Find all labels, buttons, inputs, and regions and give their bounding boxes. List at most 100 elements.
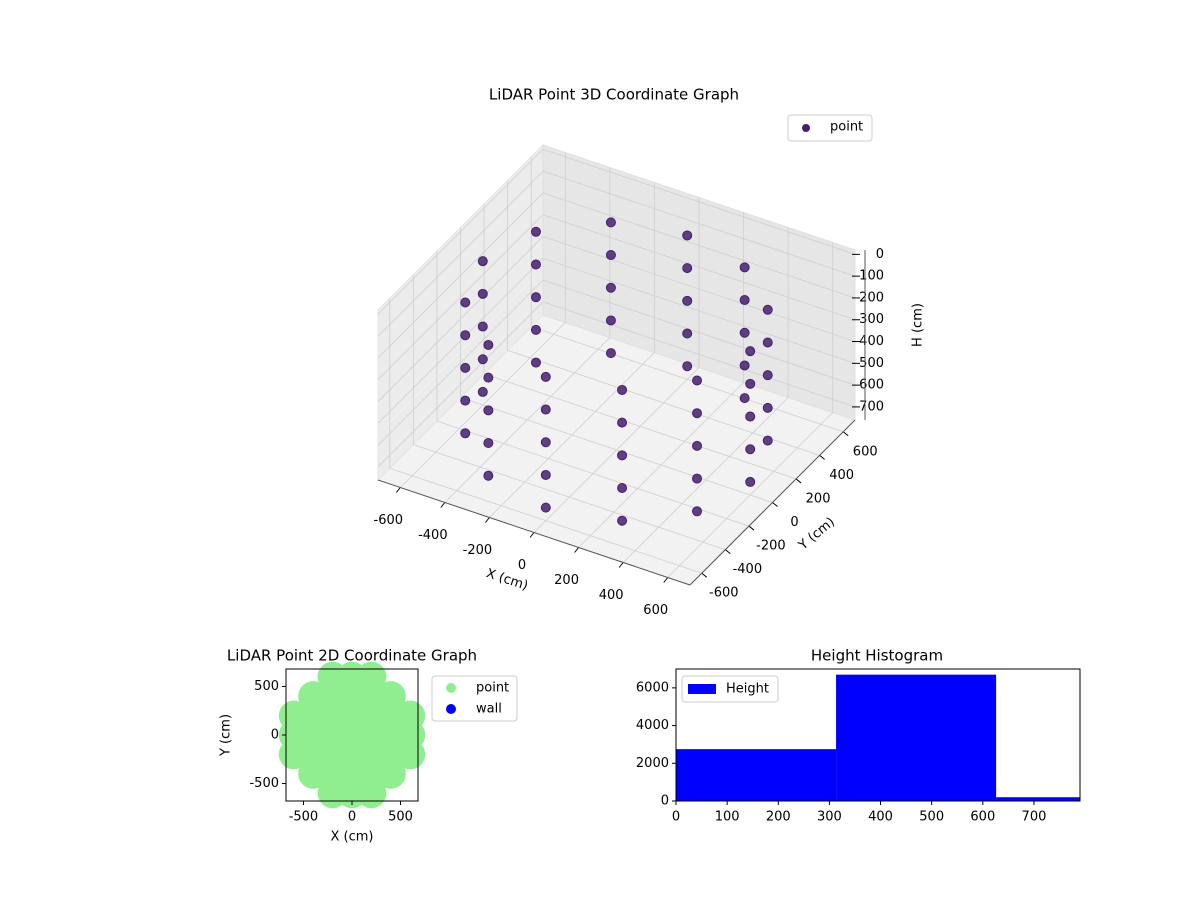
point [605, 250, 616, 261]
point [375, 681, 406, 712]
x-tick [663, 577, 669, 583]
point [745, 411, 756, 422]
point [605, 282, 616, 293]
x-tick [440, 502, 446, 508]
grid-line [531, 326, 844, 433]
point [477, 321, 488, 332]
x-tick-label: -600 [374, 513, 404, 528]
legend-box [431, 675, 518, 722]
y-tick [842, 431, 849, 437]
y-tick [819, 454, 825, 460]
x-tick [529, 532, 535, 538]
x-tick-label: -400 [418, 528, 448, 543]
point [692, 375, 703, 386]
legend-box [787, 114, 873, 142]
point [762, 304, 773, 315]
grid-line [460, 397, 773, 503]
point [540, 371, 551, 382]
bar [676, 749, 837, 801]
point [460, 428, 471, 439]
point [762, 370, 773, 381]
y-tick-label: 6000 [636, 680, 669, 695]
x-tick [485, 517, 490, 523]
z-axis-label: H (cm) [911, 303, 926, 347]
bar [996, 797, 1080, 801]
y-tick-label: -500 [249, 776, 279, 791]
point [745, 346, 756, 357]
grid-line [542, 148, 856, 255]
x-tick-label: 0 [348, 810, 356, 825]
x-tick-label: 700 [1022, 810, 1047, 825]
x-tick-label: 600 [643, 603, 668, 618]
z-tick-label: 0 [876, 247, 884, 262]
grid-line [377, 192, 544, 359]
x-tick-label: 0 [518, 558, 526, 573]
point [530, 226, 541, 237]
z-tick-label: 300 [859, 312, 884, 327]
point [530, 259, 541, 270]
x-tick-label: 400 [868, 810, 893, 825]
y-tick-label: -600 [709, 586, 739, 601]
point [682, 328, 693, 339]
y-tick-label: 200 [806, 491, 831, 506]
point [617, 417, 628, 428]
y-tick-label: 0 [271, 728, 279, 743]
z-tick-label: 400 [859, 334, 884, 349]
point [682, 295, 693, 306]
point [477, 354, 488, 365]
point [692, 440, 703, 451]
x-tick-label: 200 [766, 810, 791, 825]
point [540, 404, 551, 415]
point [617, 384, 628, 395]
chart-title: LiDAR Point 3D Coordinate Graph [489, 86, 739, 104]
x-tick-label: 400 [599, 588, 624, 603]
grid-line [542, 214, 856, 321]
grid-line [542, 170, 856, 277]
grid-line [483, 373, 797, 480]
x-tick [618, 562, 624, 568]
point [605, 217, 616, 228]
grid-line [542, 301, 856, 408]
point [460, 330, 471, 341]
legend-marker [446, 683, 456, 693]
point [460, 297, 471, 308]
point [483, 339, 494, 350]
x-tick-label: -500 [289, 810, 319, 825]
point [483, 405, 494, 416]
point [617, 515, 628, 526]
point [483, 438, 494, 449]
grid-line [413, 444, 726, 551]
x-axis-line [377, 479, 691, 586]
grid-line [377, 301, 544, 468]
bars [676, 674, 1080, 801]
chart-title: Height Histogram [811, 647, 943, 665]
point [605, 348, 616, 359]
legend-marker [446, 704, 456, 714]
point [477, 386, 488, 397]
point [483, 470, 494, 481]
point [477, 256, 488, 267]
x-tick-label: -200 [463, 543, 493, 558]
y-tick [725, 549, 731, 555]
point [739, 360, 750, 371]
point [460, 395, 471, 406]
y-tick-label: 0 [661, 794, 669, 809]
point [540, 502, 551, 513]
y-tick-label: 500 [254, 679, 279, 694]
point [477, 288, 488, 299]
grid-line [542, 257, 856, 364]
grid-line [542, 279, 856, 386]
x-tick-label: 300 [817, 810, 842, 825]
y-tick [772, 502, 778, 507]
x-axis-label: X (cm) [331, 830, 374, 845]
grid-line [377, 214, 544, 381]
y-axis-label: Y (cm) [219, 714, 234, 757]
x-tick-label: 0 [672, 810, 680, 825]
grid-line [542, 236, 856, 342]
y-tick-label: 400 [829, 468, 854, 483]
y-tick [701, 572, 708, 578]
grid-line [389, 467, 702, 574]
point [739, 393, 750, 404]
